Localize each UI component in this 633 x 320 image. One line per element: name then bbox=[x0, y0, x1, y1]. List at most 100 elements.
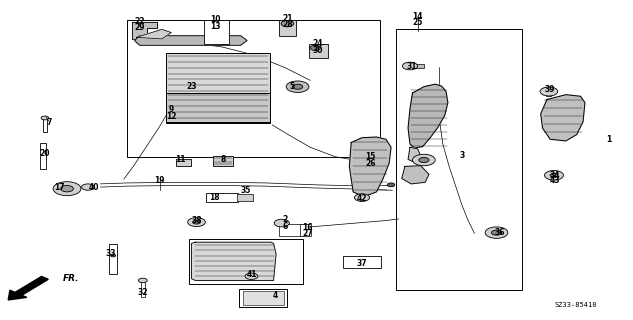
Text: 24: 24 bbox=[313, 39, 323, 48]
Text: 1: 1 bbox=[606, 135, 611, 144]
Text: 32: 32 bbox=[137, 288, 148, 297]
Bar bbox=[127, 20, 380, 157]
Text: 3: 3 bbox=[459, 151, 465, 160]
Circle shape bbox=[550, 173, 558, 177]
Circle shape bbox=[53, 182, 81, 196]
Text: SZ33-85410: SZ33-85410 bbox=[555, 302, 597, 308]
Bar bbox=[300, 224, 311, 236]
Text: 5: 5 bbox=[290, 82, 295, 91]
Text: 36: 36 bbox=[494, 228, 505, 237]
Bar bbox=[343, 256, 381, 268]
Bar bbox=[213, 156, 233, 166]
Text: 16: 16 bbox=[303, 223, 313, 232]
Polygon shape bbox=[191, 242, 276, 280]
Polygon shape bbox=[349, 137, 391, 197]
Circle shape bbox=[387, 183, 395, 187]
Text: 7: 7 bbox=[46, 118, 51, 127]
Text: 43: 43 bbox=[550, 176, 560, 185]
Circle shape bbox=[61, 186, 73, 192]
Text: 18: 18 bbox=[209, 193, 220, 202]
Polygon shape bbox=[135, 36, 247, 45]
Circle shape bbox=[192, 220, 200, 224]
Bar bbox=[309, 44, 328, 58]
Text: 40: 40 bbox=[89, 183, 99, 192]
Polygon shape bbox=[132, 22, 158, 39]
Text: 29: 29 bbox=[134, 23, 145, 32]
Circle shape bbox=[82, 184, 94, 190]
Bar bbox=[242, 291, 284, 305]
Text: 8: 8 bbox=[220, 155, 226, 164]
Bar bbox=[110, 244, 117, 274]
Bar bbox=[279, 20, 296, 36]
Text: 37: 37 bbox=[356, 259, 367, 268]
Circle shape bbox=[274, 219, 289, 227]
Text: 42: 42 bbox=[357, 194, 367, 203]
Text: 30: 30 bbox=[313, 45, 323, 55]
Polygon shape bbox=[541, 95, 585, 141]
Text: 22: 22 bbox=[134, 17, 145, 26]
Polygon shape bbox=[402, 166, 429, 184]
Circle shape bbox=[419, 157, 429, 163]
Bar bbox=[206, 194, 237, 202]
Text: 14: 14 bbox=[412, 12, 423, 21]
Circle shape bbox=[310, 45, 320, 50]
Text: 19: 19 bbox=[154, 176, 165, 185]
Text: 13: 13 bbox=[210, 22, 221, 31]
Circle shape bbox=[544, 171, 563, 180]
Circle shape bbox=[413, 154, 436, 166]
Bar bbox=[166, 53, 270, 123]
Text: 20: 20 bbox=[40, 149, 50, 158]
Bar bbox=[237, 195, 253, 201]
Text: 12: 12 bbox=[166, 113, 177, 122]
Bar bbox=[410, 64, 424, 68]
Bar bbox=[189, 239, 303, 284]
Bar bbox=[176, 159, 191, 166]
Circle shape bbox=[139, 278, 147, 283]
Text: 35: 35 bbox=[241, 186, 251, 195]
Text: 6: 6 bbox=[282, 222, 287, 231]
Circle shape bbox=[292, 84, 303, 89]
Bar bbox=[239, 289, 287, 307]
Text: 10: 10 bbox=[210, 15, 221, 24]
Text: 9: 9 bbox=[168, 105, 174, 114]
Bar bbox=[141, 281, 145, 297]
Bar bbox=[204, 20, 229, 44]
Bar bbox=[166, 93, 270, 122]
Text: FR.: FR. bbox=[63, 274, 79, 283]
Text: 4: 4 bbox=[273, 291, 278, 300]
Bar bbox=[40, 143, 46, 169]
Circle shape bbox=[491, 230, 501, 235]
Text: 26: 26 bbox=[365, 159, 375, 168]
Polygon shape bbox=[137, 29, 172, 39]
Bar bbox=[43, 117, 47, 132]
Text: 17: 17 bbox=[54, 183, 65, 192]
Polygon shape bbox=[408, 84, 448, 148]
Text: 15: 15 bbox=[365, 152, 375, 161]
Polygon shape bbox=[408, 147, 423, 163]
Text: 21: 21 bbox=[283, 14, 293, 23]
Circle shape bbox=[245, 273, 258, 279]
Text: 34: 34 bbox=[550, 172, 560, 180]
Circle shape bbox=[286, 81, 309, 92]
Bar bbox=[546, 87, 551, 96]
Text: 25: 25 bbox=[412, 18, 423, 27]
Text: 11: 11 bbox=[175, 156, 186, 164]
Circle shape bbox=[485, 227, 508, 238]
Circle shape bbox=[281, 20, 294, 27]
Bar bbox=[396, 29, 522, 290]
Circle shape bbox=[41, 116, 49, 120]
Text: 27: 27 bbox=[303, 229, 313, 238]
Bar bbox=[279, 224, 304, 236]
Text: 39: 39 bbox=[545, 85, 555, 94]
Text: 2: 2 bbox=[282, 215, 287, 224]
Text: 41: 41 bbox=[246, 270, 257, 279]
Text: 23: 23 bbox=[186, 82, 197, 91]
Text: 33: 33 bbox=[106, 249, 116, 258]
FancyArrow shape bbox=[8, 276, 48, 300]
Circle shape bbox=[187, 218, 205, 227]
Text: 31: 31 bbox=[406, 61, 417, 70]
Circle shape bbox=[403, 62, 418, 70]
Bar bbox=[288, 84, 307, 89]
Circle shape bbox=[540, 87, 558, 96]
Text: 28: 28 bbox=[283, 20, 293, 29]
